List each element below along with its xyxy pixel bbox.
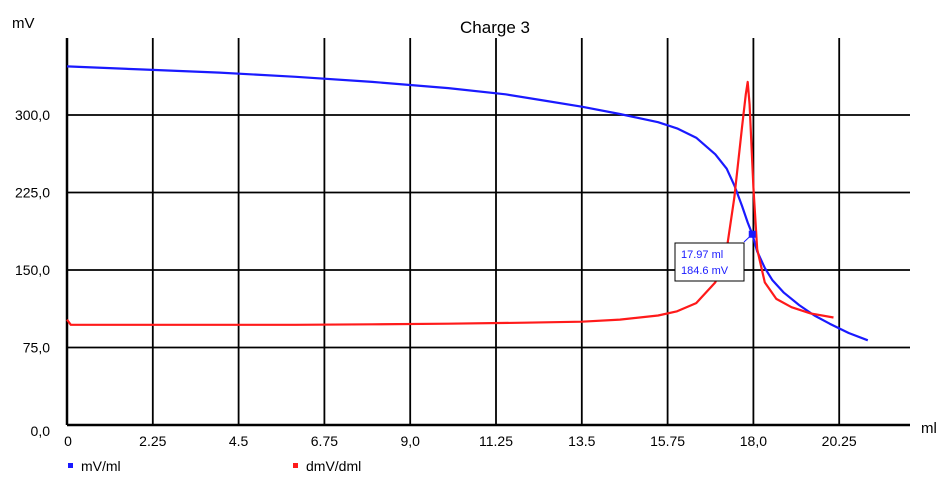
legend-label: dmV/dml (306, 458, 361, 474)
chart-title: Charge 3 (460, 18, 530, 37)
x-tick-label: 2.25 (139, 433, 166, 449)
y-tick-label: 225,0 (15, 185, 50, 201)
x-tick-label: 15.75 (650, 433, 685, 449)
x-tick-label: 4.5 (229, 433, 249, 449)
x-tick-label: 11.25 (479, 433, 513, 449)
annotation-text-x: 17.97 ml (681, 249, 723, 261)
series-layer (66, 65, 869, 342)
legend-label: mV/ml (81, 458, 121, 474)
x-axis-label: ml (921, 420, 937, 437)
legend-swatch (68, 463, 73, 468)
legend-swatch (293, 463, 298, 468)
y-tick-label: 300,0 (15, 107, 50, 123)
y-tick-label: 0,0 (31, 423, 51, 439)
annotation-marker (748, 230, 756, 238)
x-tick-label: 6.75 (311, 433, 338, 449)
x-tick-label: 13.5 (568, 433, 595, 449)
y-axis-label: mV (12, 15, 35, 32)
y-tick-label: 150,0 (15, 262, 50, 278)
annotation-text-y: 184.6 mV (681, 265, 729, 277)
x-tick-label: 18,0 (740, 433, 767, 449)
grid-layer (67, 38, 910, 425)
x-tick-label: 20.25 (822, 433, 857, 449)
annotation-box (674, 242, 745, 282)
x-tick-label: 0 (64, 433, 72, 449)
y-tick-label: 75,0 (23, 340, 50, 356)
axis-layer: 0 2.25 4.5 6.75 9,0 11.25 13.5 15.75 18,0 20.25 0,… (15, 38, 910, 449)
series-line-mv-ml (66, 65, 869, 342)
x-tick-label: 9,0 (400, 433, 420, 449)
annotation-layer: 17.97 ml 184.6 mV (674, 230, 756, 282)
legend: mV/ml dmV/dml (68, 458, 361, 474)
series-line-dmv-dml (66, 80, 834, 326)
